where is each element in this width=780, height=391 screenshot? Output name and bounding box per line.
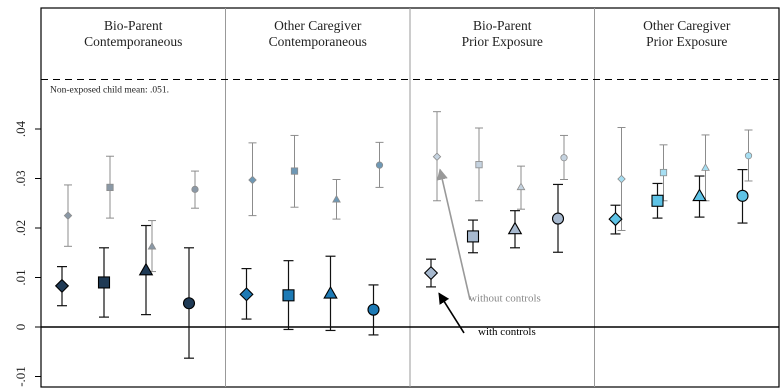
panel-1-square-without-controls-point [106, 183, 114, 192]
annotation-without-controls: without controls [469, 292, 541, 304]
panel-4-square-with-controls-point [651, 194, 664, 207]
panel-2-triangle-with-controls-point [323, 285, 338, 299]
panel-2-diamond-with-controls-point [239, 287, 254, 302]
y-tick-label: -.01 [13, 366, 28, 387]
panel-3-label-line-2: Prior Exposure [462, 34, 543, 49]
y-tick-label: .04 [13, 120, 28, 137]
marks-layer [54, 111, 753, 359]
panel-4-triangle-without-controls-point [701, 163, 710, 171]
y-tick-label: 0 [13, 324, 28, 331]
y-tick-label: .02 [13, 220, 28, 236]
panel-1-circle-with-controls-point [182, 297, 196, 310]
panel-4-triangle-with-controls-point [692, 188, 707, 202]
annotation-arrow-without-controls [436, 168, 471, 300]
panel-1-diamond-with-controls-point [54, 278, 70, 294]
panel-2-circle-with-controls-point [367, 303, 380, 316]
panel-3-square-without-controls-point [475, 161, 483, 169]
panel-3-circle-without-controls-point [560, 154, 568, 162]
panel-1-triangle-with-controls-point [138, 262, 154, 276]
panel-1-circle-without-controls-point [191, 185, 199, 193]
panel-4-label-line-1: Other Caregiver [643, 18, 731, 33]
panel-3-square-with-controls-point [466, 230, 480, 243]
panel-2-square-with-controls-point [282, 289, 295, 302]
panel-1-label-line-1: Bio-Parent [104, 18, 163, 33]
panel-3-triangle-without-controls-point [516, 182, 526, 191]
panel-4-diamond-without-controls-point [617, 174, 626, 184]
panel-4-square-without-controls-point [659, 168, 668, 177]
note-non-exposed-mean: Non-exposed child mean: .051. [50, 86, 169, 96]
y-tick-label: .03 [13, 170, 28, 186]
panel-3-diamond-without-controls-point [432, 152, 442, 161]
annotation-arrow-with-controls [438, 292, 465, 334]
panel-2-triangle-without-controls-point [332, 194, 341, 203]
panel-2-square-without-controls-point [290, 167, 299, 175]
panel-2-circle-without-controls-point [375, 161, 384, 169]
panel-2-diamond-without-controls-point [248, 175, 257, 185]
panel-1-triangle-without-controls-point [147, 241, 157, 250]
panel-3-label-line-1: Bio-Parent [473, 18, 532, 33]
panel-1-label-line-2: Contemporaneous [84, 34, 182, 49]
panel-2-label-line-2: Contemporaneous [269, 34, 367, 49]
panel-3-triangle-with-controls-point [507, 221, 523, 235]
panel-2-label-line-1: Other Caregiver [274, 18, 362, 33]
panel-1-diamond-without-controls-point [63, 211, 73, 220]
panel-4-circle-without-controls-point [744, 152, 753, 160]
panel-1-square-with-controls-point [97, 276, 111, 289]
panel-4-circle-with-controls-point [736, 189, 749, 202]
panel-3-diamond-with-controls-point [423, 265, 439, 281]
panel-4-label-line-2: Prior Exposure [646, 34, 727, 49]
y-tick-label: .01 [13, 269, 28, 285]
frame-layer [35, 7, 780, 388]
annotation-with-controls: with controls [478, 326, 536, 338]
text-layer: -.01 0 .01 .02 .03 .04 Non-exposed child mean:… [13, 18, 731, 387]
panel-4-diamond-with-controls-point [608, 211, 623, 227]
panel-3-circle-with-controls-point [551, 212, 565, 225]
